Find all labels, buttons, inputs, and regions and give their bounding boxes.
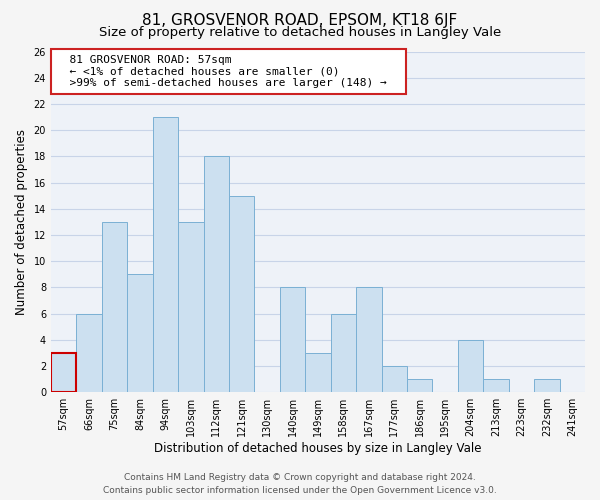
Bar <box>178 222 203 392</box>
Bar <box>458 340 483 392</box>
Bar <box>76 314 102 392</box>
Bar <box>152 117 178 392</box>
X-axis label: Distribution of detached houses by size in Langley Vale: Distribution of detached houses by size … <box>154 442 482 455</box>
Bar <box>407 379 433 392</box>
Text: Size of property relative to detached houses in Langley Vale: Size of property relative to detached ho… <box>99 26 501 39</box>
Bar <box>127 274 152 392</box>
Text: 81 GROSVENOR ROAD: 57sqm
  ← <1% of detached houses are smaller (0)
  >99% of se: 81 GROSVENOR ROAD: 57sqm ← <1% of detach… <box>56 55 401 88</box>
Bar <box>102 222 127 392</box>
Bar <box>229 196 254 392</box>
Bar <box>331 314 356 392</box>
Bar <box>280 288 305 392</box>
Bar <box>305 353 331 392</box>
Bar <box>356 288 382 392</box>
Bar <box>51 353 76 392</box>
Bar <box>534 379 560 392</box>
Y-axis label: Number of detached properties: Number of detached properties <box>15 129 28 315</box>
Bar <box>203 156 229 392</box>
Bar <box>51 353 76 392</box>
Bar <box>382 366 407 392</box>
Text: 81, GROSVENOR ROAD, EPSOM, KT18 6JF: 81, GROSVENOR ROAD, EPSOM, KT18 6JF <box>142 12 458 28</box>
Bar <box>483 379 509 392</box>
Text: Contains HM Land Registry data © Crown copyright and database right 2024.
Contai: Contains HM Land Registry data © Crown c… <box>103 473 497 495</box>
